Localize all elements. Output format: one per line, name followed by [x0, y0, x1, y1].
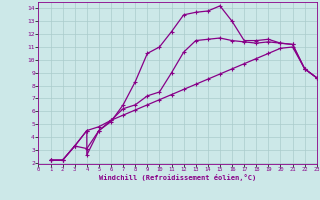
X-axis label: Windchill (Refroidissement éolien,°C): Windchill (Refroidissement éolien,°C) — [99, 174, 256, 181]
